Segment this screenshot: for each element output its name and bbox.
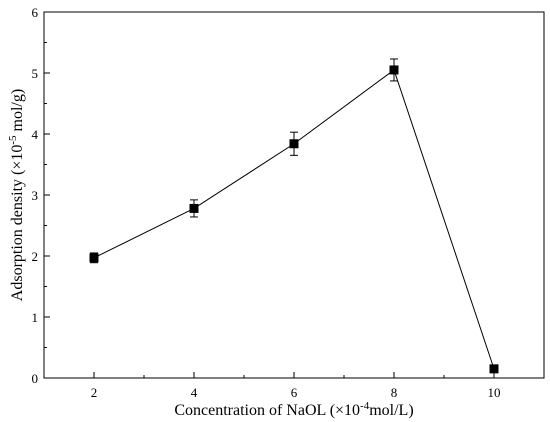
plot-frame xyxy=(43,11,545,379)
series-layer xyxy=(89,58,499,374)
y-tick-label: 3 xyxy=(32,188,39,203)
series-line xyxy=(93,69,495,370)
data-point xyxy=(189,203,199,213)
y-tick-label: 5 xyxy=(32,66,39,81)
y-axis-ticks: 0 1 2 3 4 5 6 xyxy=(32,5,50,386)
x-tick-label: 2 xyxy=(91,385,98,400)
data-point xyxy=(389,65,399,75)
y-tick-label: 4 xyxy=(32,127,39,142)
x-axis-ticks: 2 4 6 8 10 xyxy=(43,372,545,400)
y-tick-label: 0 xyxy=(32,371,39,386)
x-tick-label: 8 xyxy=(391,385,398,400)
data-point xyxy=(89,253,99,263)
y-tick-label: 1 xyxy=(32,310,39,325)
x-tick-label: 4 xyxy=(191,385,198,400)
data-point xyxy=(289,139,299,149)
y-tick-label: 2 xyxy=(32,249,39,264)
x-tick-label: 6 xyxy=(291,385,298,400)
y-tick-label: 6 xyxy=(32,5,39,20)
x-axis-label: Concentration of NaOL (×10-4mol/L) xyxy=(174,400,413,419)
y-axis-label: Adsorption density (×10-5 mol/g) xyxy=(7,89,26,301)
x-tick-label: 10 xyxy=(488,385,501,400)
data-point xyxy=(489,364,499,374)
